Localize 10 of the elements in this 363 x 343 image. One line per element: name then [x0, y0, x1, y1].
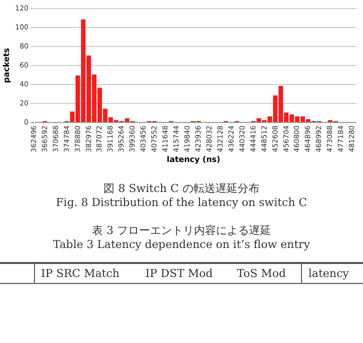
text: 表 3 フローエントリ内容による遅延 [91, 224, 272, 238]
text: ToS Mod [230, 263, 302, 284]
x-axis-title: latency (ns) [166, 155, 220, 164]
caption: 図 8 Switch C の転送遅延分布 [102, 182, 260, 196]
text: IP DST Mod [139, 263, 231, 284]
y-axis-title: packets [2, 48, 12, 83]
caption: Table 3 Latency dependence on it’s flow entry [52, 238, 311, 252]
text: latency [302, 263, 363, 284]
caption: Fig. 8 Distribution of the latency on switch C [54, 196, 308, 210]
text: IP SRC Match [34, 263, 140, 284]
